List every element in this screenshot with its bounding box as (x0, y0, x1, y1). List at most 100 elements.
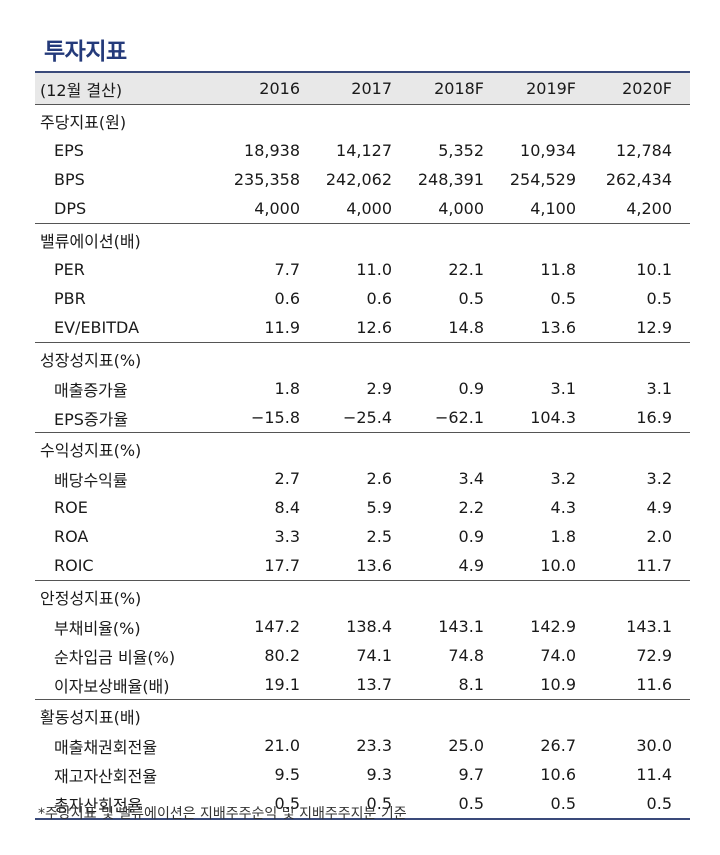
table-row: ROE 8.4 5.9 2.2 4.3 4.9 (35, 493, 690, 522)
section-title-label: 안정성지표(%) (40, 588, 142, 608)
table-row: PBR 0.6 0.6 0.5 0.5 0.5 (35, 284, 690, 313)
cell-value: 11.9 (264, 318, 300, 337)
cell-value: 10.1 (636, 260, 672, 279)
cell-value: 12.9 (636, 318, 672, 337)
table-row: 이자보상배율(배) 19.1 13.7 8.1 10.9 11.6 (35, 670, 690, 699)
cell-value: 0.5 (458, 794, 484, 813)
row-label: ROIC (54, 556, 94, 575)
section-title: 활동성지표(배) (35, 700, 690, 731)
table-row: 매출채권회전율 21.0 23.3 25.0 26.7 30.0 (35, 731, 690, 760)
table-row: DPS 4,000 4,000 4,000 4,100 4,200 (35, 194, 690, 223)
cell-value: 143.1 (438, 617, 484, 636)
table-row: ROA 3.3 2.5 0.9 1.8 2.0 (35, 522, 690, 551)
table-row: EPS증가율 −15.8 −25.4 −62.1 104.3 16.9 (35, 403, 690, 432)
row-label: EV/EBITDA (54, 318, 140, 337)
header-label: (12월 결산) (40, 80, 123, 100)
row-label: 배당수익률 (54, 470, 128, 490)
cell-value: 0.9 (458, 527, 484, 546)
cell-value: 2.6 (366, 469, 392, 488)
cell-value: 1.8 (550, 527, 576, 546)
cell-value: 23.3 (356, 736, 392, 755)
cell-value: 8.1 (458, 675, 484, 694)
cell-value: 4,100 (530, 199, 576, 218)
cell-value: 7.7 (274, 260, 300, 279)
cell-value: 0.6 (274, 289, 300, 308)
cell-value: 0.5 (274, 794, 300, 813)
cell-value: 22.1 (448, 260, 484, 279)
cell-value: 14.8 (448, 318, 484, 337)
cell-value: 3.3 (274, 527, 300, 546)
row-label: 순차입금 비율(%) (54, 647, 176, 667)
cell-value: 262,434 (605, 170, 672, 189)
cell-value: 10.6 (540, 765, 576, 784)
cell-value: 17.7 (264, 556, 300, 575)
table-row: 총자산회전율 0.5 0.5 0.5 0.5 0.5 (35, 789, 690, 818)
cell-value: 9.3 (366, 765, 392, 784)
cell-value: 143.1 (626, 617, 672, 636)
cell-value: 2.2 (458, 498, 484, 517)
indicator-section: 주당지표(원) EPS 18,938 14,127 5,352 10,934 12,784 B… (35, 105, 690, 223)
cell-value: 72.9 (636, 646, 672, 665)
indicator-section: 성장성지표(%) 매출증가율 1.8 2.9 0.9 3.1 3.1 EPS증가율 −15.8 −… (35, 342, 690, 432)
row-label: 이자보상배율(배) (54, 676, 170, 696)
cell-value: 80.2 (264, 646, 300, 665)
cell-value: 147.2 (254, 617, 300, 636)
cell-value: 248,391 (417, 170, 484, 189)
cell-value: 74.1 (356, 646, 392, 665)
cell-value: 0.5 (646, 794, 672, 813)
table-row: 순차입금 비율(%) 80.2 74.1 74.8 74.0 72.9 (35, 641, 690, 670)
cell-value: 104.3 (530, 408, 576, 427)
cell-value: 4,000 (346, 199, 392, 218)
cell-value: 4.9 (458, 556, 484, 575)
cell-value: 0.5 (646, 289, 672, 308)
table-body: 주당지표(원) EPS 18,938 14,127 5,352 10,934 12,784 B… (35, 105, 690, 818)
cell-value: 242,062 (325, 170, 392, 189)
cell-value: 3.1 (646, 379, 672, 398)
cell-value: 12.6 (356, 318, 392, 337)
cell-value: 3.4 (458, 469, 484, 488)
row-label: EPS증가율 (54, 409, 129, 429)
row-label: 재고자산회전율 (54, 766, 158, 786)
table-row: EV/EBITDA 11.9 12.6 14.8 13.6 12.9 (35, 313, 690, 342)
header-year: 2017 (351, 79, 392, 98)
cell-value: 2.9 (366, 379, 392, 398)
cell-value: 0.5 (550, 289, 576, 308)
cell-value: 13.6 (540, 318, 576, 337)
table-row: ROIC 17.7 13.6 4.9 10.0 11.7 (35, 551, 690, 580)
cell-value: 5.9 (366, 498, 392, 517)
cell-value: −62.1 (434, 408, 484, 427)
cell-value: −25.4 (342, 408, 392, 427)
cell-value: 1.8 (274, 379, 300, 398)
cell-value: 3.2 (550, 469, 576, 488)
cell-value: 74.8 (448, 646, 484, 665)
table-row: PER 7.7 11.0 22.1 11.8 10.1 (35, 255, 690, 284)
cell-value: 8.4 (274, 498, 300, 517)
section-title: 수익성지표(%) (35, 433, 690, 464)
header-year: 2018F (434, 79, 484, 98)
cell-value: 18,938 (244, 141, 300, 160)
indicator-section: 밸류에이션(배) PER 7.7 11.0 22.1 11.8 10.1 PBR 0.6 0.6 0… (35, 223, 690, 342)
indicator-section: 안정성지표(%) 부채비율(%) 147.2 138.4 143.1 142.9 143.1… (35, 580, 690, 699)
cell-value: 4,000 (438, 199, 484, 218)
cell-value: 30.0 (636, 736, 672, 755)
cell-value: 16.9 (636, 408, 672, 427)
cell-value: 2.7 (274, 469, 300, 488)
header-year: 2016 (259, 79, 300, 98)
cell-value: 142.9 (530, 617, 576, 636)
cell-value: 0.9 (458, 379, 484, 398)
cell-value: −15.8 (250, 408, 300, 427)
table-row: BPS 235,358 242,062 248,391 254,529 262,434 (35, 165, 690, 194)
table-row: EPS 18,938 14,127 5,352 10,934 12,784 (35, 136, 690, 165)
cell-value: 13.7 (356, 675, 392, 694)
row-label: EPS (54, 141, 84, 160)
section-title-label: 수익성지표(%) (40, 440, 142, 460)
cell-value: 10,934 (520, 141, 576, 160)
cell-value: 0.6 (366, 289, 392, 308)
footnote: *주당지표 및 밸류에이션은 지배주주순익 및 지배주주지분 기준 (38, 806, 407, 822)
cell-value: 10.0 (540, 556, 576, 575)
cell-value: 26.7 (540, 736, 576, 755)
cell-value: 13.6 (356, 556, 392, 575)
header-year: 2020F (622, 79, 672, 98)
indicator-section: 수익성지표(%) 배당수익률 2.7 2.6 3.4 3.2 3.2 ROE 8.4 5.9 2.2… (35, 432, 690, 580)
cell-value: 0.5 (458, 289, 484, 308)
